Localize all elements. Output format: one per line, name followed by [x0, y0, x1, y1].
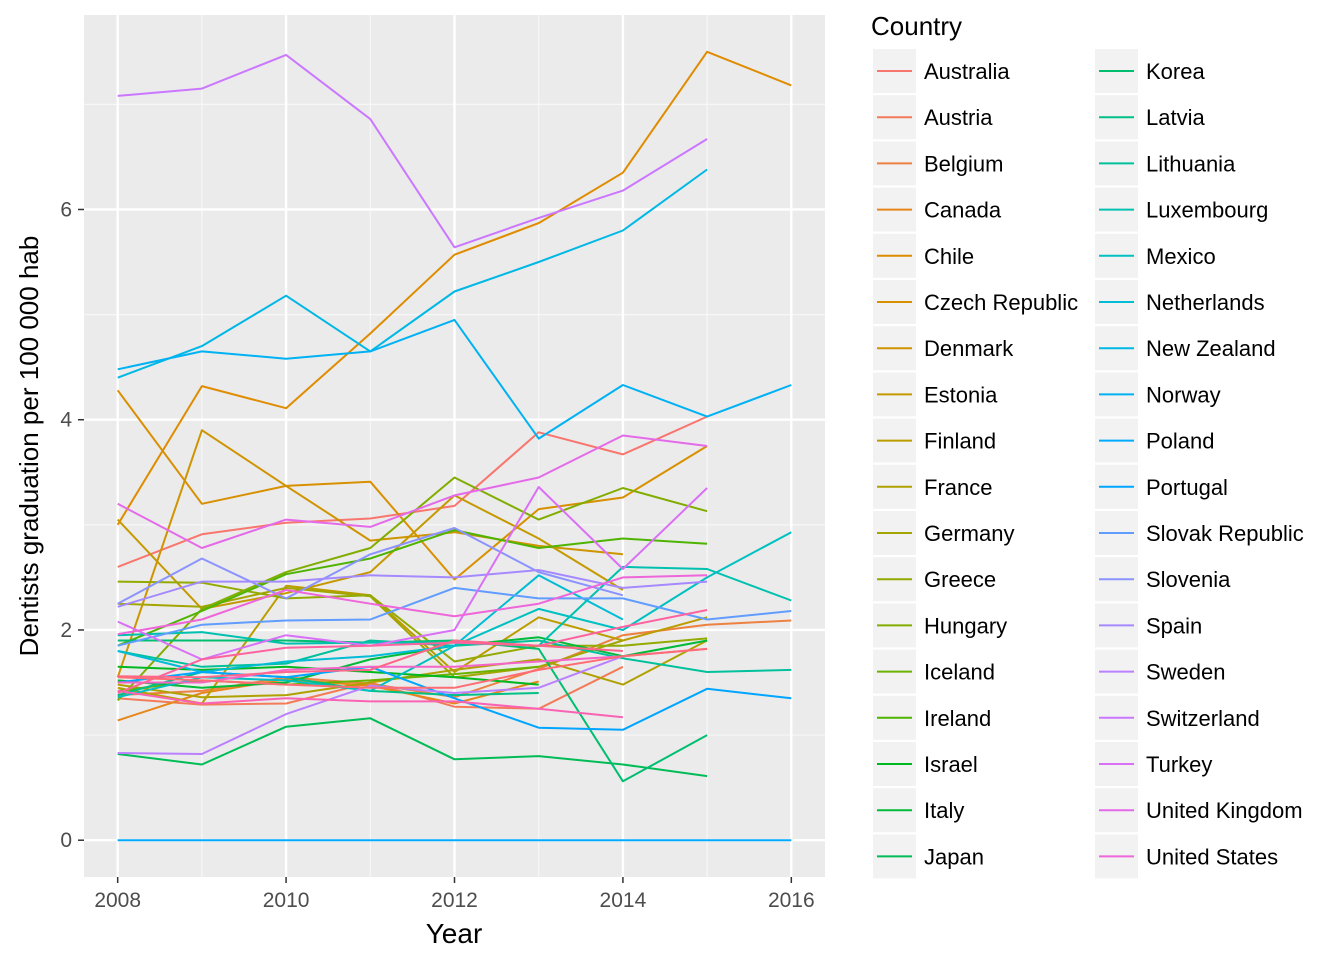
legend-label-latvia: Latvia [1146, 105, 1205, 130]
series-line-france [117, 639, 708, 699]
legend-label-israel: Israel [924, 752, 978, 777]
legend-label-united-kingdom: United Kingdom [1146, 798, 1303, 823]
series-line-slovenia [117, 527, 624, 605]
series-line-japan [117, 717, 708, 778]
series-line-chile [116, 50, 792, 526]
x-axis: 2008 2010 2012 2014 2016 [94, 877, 815, 912]
legend-label-switzerland: Switzerland [1146, 706, 1260, 731]
series-line-turkey [117, 486, 708, 661]
legend-label-ireland: Ireland [924, 706, 991, 731]
series-line-series-40 [117, 639, 623, 679]
y-tick-label: 0 [60, 829, 72, 852]
series-lines [116, 50, 792, 842]
y-tick-label: 4 [60, 409, 72, 432]
y-axis-title: Dentists graduation per 100 000 hab [14, 236, 44, 657]
legend-label-sweden: Sweden [1146, 660, 1226, 685]
series-line-portugal [117, 665, 792, 731]
series-line-spain [117, 569, 708, 608]
series-line-hungary [116, 476, 708, 702]
series-line-denmark [116, 429, 623, 678]
legend-label-japan: Japan [924, 844, 984, 869]
series-line-new-zealand [117, 168, 708, 379]
legend-label-chile: Chile [924, 244, 974, 269]
legend-label-greece: Greece [924, 567, 996, 592]
series-line-italy [117, 636, 708, 689]
legend-label-estonia: Estonia [924, 382, 998, 407]
series-line-czech-republic [116, 389, 708, 581]
series-line-korea [117, 639, 708, 783]
series-line-united-states [117, 574, 708, 636]
legend-label-luxembourg: Luxembourg [1146, 198, 1268, 223]
legend-label-iceland: Iceland [924, 660, 995, 685]
legend-label-austria: Austria [924, 105, 993, 130]
legend-label-netherlands: Netherlands [1146, 290, 1265, 315]
legend-label-czech-republic: Czech Republic [924, 290, 1078, 315]
legend-label-germany: Germany [924, 521, 1014, 546]
series-line-sweden [117, 655, 624, 755]
legend-label-italy: Italy [924, 798, 964, 823]
legend-label-slovenia: Slovenia [1146, 567, 1231, 592]
y-axis: 0 2 4 6 [60, 198, 84, 852]
legend-label-lithuania: Lithuania [1146, 151, 1236, 176]
x-tick-label: 2012 [431, 889, 478, 912]
y-tick-label: 2 [60, 619, 72, 642]
legend-label-spain: Spain [1146, 613, 1202, 638]
series-line-latvia [117, 671, 539, 697]
x-axis-title: Year [426, 918, 483, 949]
legend-title: Country [871, 11, 962, 41]
x-tick-label: 2014 [600, 889, 647, 912]
x-tick-label: 2010 [263, 889, 310, 912]
legend-label-canada: Canada [924, 198, 1002, 223]
y-tick-label: 6 [60, 198, 72, 221]
legend-label-turkey: Turkey [1146, 752, 1212, 777]
series-line-ireland [117, 529, 708, 647]
legend-label-portugal: Portugal [1146, 475, 1228, 500]
legend-label-slovak-republic: Slovak Republic [1146, 521, 1304, 546]
legend-label-hungary: Hungary [924, 613, 1007, 638]
legend-label-belgium: Belgium [924, 151, 1003, 176]
series-line-switzerland [117, 53, 708, 249]
legend-label-france: France [924, 475, 992, 500]
series-line-slovak-republic [117, 586, 792, 647]
series-line-greece [117, 580, 708, 663]
x-tick-label: 2008 [94, 889, 141, 912]
legend-label-united-states: United States [1146, 844, 1278, 869]
series-line-united-kingdom [117, 434, 708, 549]
legend: Country Australia Austria Belgium Canada Chi… [871, 11, 1304, 879]
legend-label-poland: Poland [1146, 429, 1215, 454]
series-line-series-38 [117, 689, 623, 719]
legend-label-mexico: Mexico [1146, 244, 1216, 269]
series-line-norway [117, 318, 792, 440]
legend-label-new-zealand: New Zealand [1146, 336, 1276, 361]
legend-label-australia: Australia [924, 59, 1010, 84]
series-line-series-39 [117, 609, 708, 694]
x-tick-label: 2016 [768, 889, 815, 912]
series-line-series-41 [117, 647, 708, 689]
legend-label-denmark: Denmark [924, 336, 1014, 361]
legend-label-korea: Korea [1146, 59, 1205, 84]
legend-label-finland: Finland [924, 429, 996, 454]
series-line-finland [117, 584, 708, 705]
legend-label-norway: Norway [1146, 382, 1221, 407]
